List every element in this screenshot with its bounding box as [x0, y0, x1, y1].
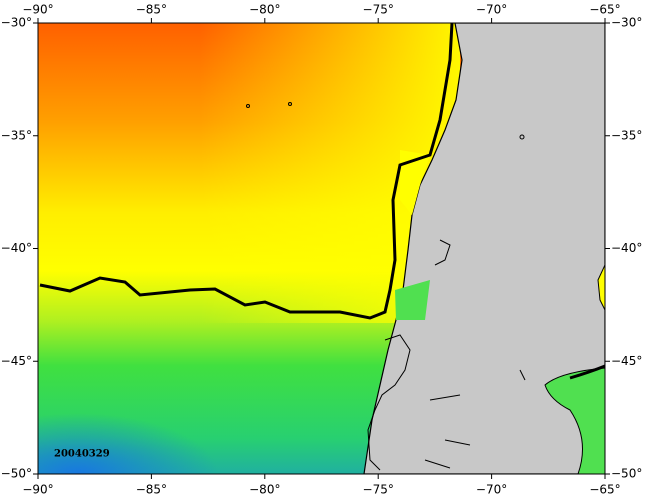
lon-tick-label: −65° — [589, 3, 620, 17]
front-line — [569, 364, 605, 380]
lon-tick-label: −75° — [363, 3, 394, 17]
islands — [246, 102, 526, 471]
date-label: 20040329 — [54, 449, 110, 460]
lon-tick-label: −80° — [249, 483, 280, 497]
lat-tick-label: −50° — [1, 467, 32, 481]
lon-tick-label: −75° — [363, 483, 394, 497]
front-line — [39, 23, 454, 320]
lat-tick-label: −40° — [611, 241, 642, 255]
lon-tick-label: −80° — [249, 3, 280, 17]
lat-tick-label: −35° — [611, 128, 642, 142]
coastal-sea — [395, 280, 430, 320]
lat-tick-label: −45° — [1, 354, 32, 368]
coastal-sea — [400, 150, 430, 215]
lon-tick-label: −70° — [476, 483, 507, 497]
lat-tick-label: −40° — [1, 241, 32, 255]
lon-tick-label: −90° — [22, 3, 53, 17]
atlantic-sea — [597, 264, 605, 311]
atlantic-sea — [544, 367, 605, 474]
lon-tick-label: −85° — [136, 3, 167, 17]
lat-tick-label: −30° — [1, 16, 32, 30]
lon-tick-label: −85° — [136, 483, 167, 497]
lon-tick-label: −65° — [589, 483, 620, 497]
lon-tick-label: −90° — [22, 483, 53, 497]
lat-tick-label: −50° — [611, 467, 642, 481]
lat-tick-label: −30° — [611, 16, 642, 30]
lon-tick-label: −70° — [476, 3, 507, 17]
map-area — [38, 23, 605, 474]
lat-tick-label: −35° — [1, 128, 32, 142]
lat-tick-label: −45° — [611, 354, 642, 368]
